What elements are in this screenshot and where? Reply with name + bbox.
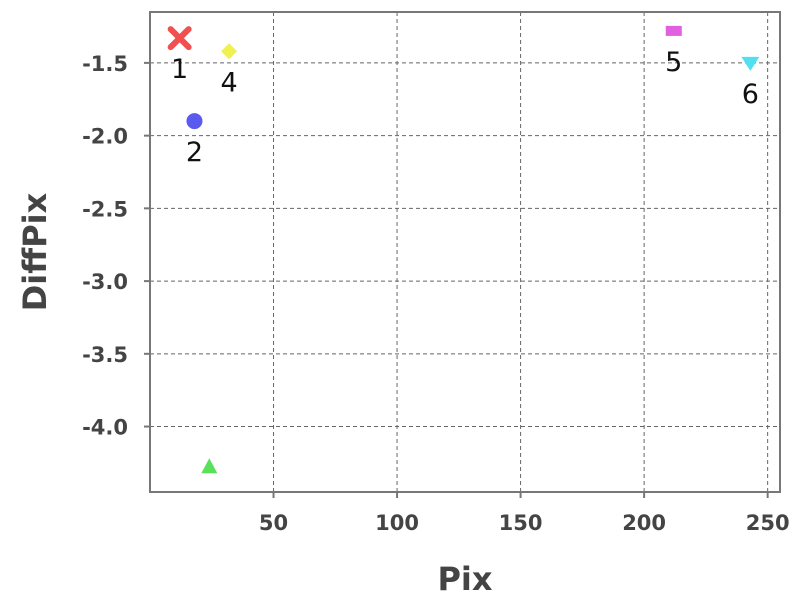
point-marker [741,57,759,71]
point-label: 6 [742,79,759,110]
x-tick-label: 100 [375,511,419,535]
y-tick-label: -2.0 [82,125,128,149]
data-point: 5 [665,26,682,78]
point-marker [186,113,202,129]
data-point: 1 [171,29,189,85]
point-marker [221,43,237,59]
x-tick-label: 50 [259,511,288,535]
x-axis-title: Pix [437,560,492,598]
grid-lines [150,12,780,492]
point-label: 1 [171,54,188,85]
x-tick-label: 150 [499,511,543,535]
data-point: 4 [220,43,237,98]
point-marker [171,29,189,47]
data-point: 2 [186,113,203,168]
point-label: 4 [220,67,237,98]
data-points: 1 2 4 5 6 [171,26,760,473]
point-marker [666,26,682,36]
point-label: 2 [186,137,203,168]
x-axis-ticks: 50 100 150 200 250 [259,492,790,535]
y-tick-label: -4.0 [82,416,128,440]
y-axis-title: DiffPix [16,192,54,311]
x-tick-label: 200 [622,511,666,535]
point-label: 5 [665,47,682,78]
y-tick-label: -3.5 [82,343,128,367]
data-point [201,458,217,473]
y-tick-label: -3.0 [82,270,128,294]
y-tick-label: -2.5 [82,197,128,221]
x-tick-label: 250 [746,511,790,535]
y-axis-ticks: -1.5 -2.0 -2.5 -3.0 -3.5 -4.0 [82,52,150,440]
plot-frame [150,12,780,492]
y-tick-label: -1.5 [82,52,128,76]
point-marker [201,458,217,473]
data-point: 6 [741,57,759,110]
